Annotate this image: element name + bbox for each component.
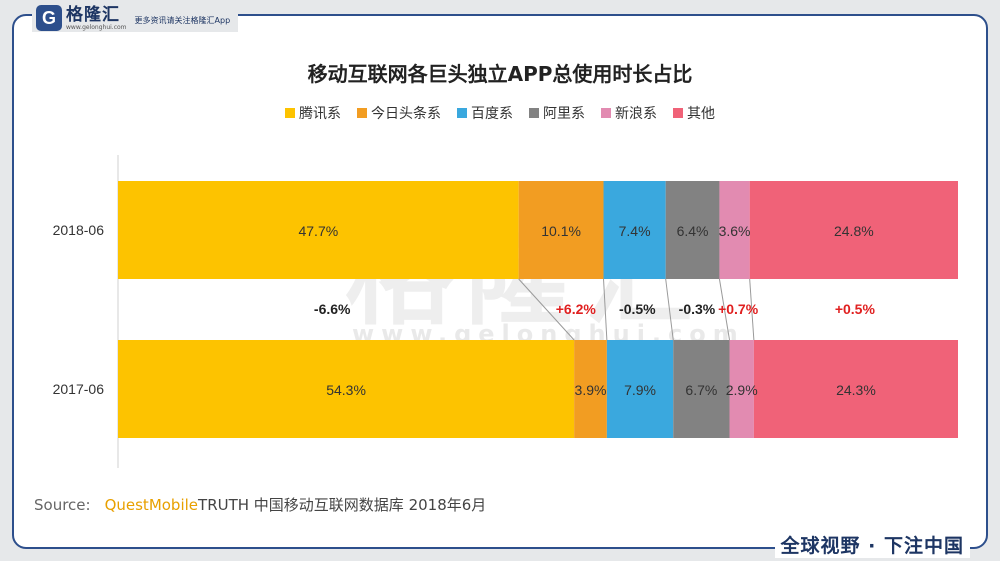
chart-legend: 腾讯系 今日头条系 百度系 阿里系 新浪系 其他 bbox=[0, 103, 1000, 123]
data-label: 3.6% bbox=[719, 223, 751, 239]
bar-segment bbox=[603, 181, 666, 279]
bar-segment bbox=[673, 340, 730, 438]
connector-line bbox=[603, 278, 608, 341]
change-label: +0.5% bbox=[835, 301, 876, 317]
change-label: +6.2% bbox=[556, 301, 597, 317]
change-label: -0.5% bbox=[619, 301, 656, 317]
bar-segment bbox=[118, 181, 519, 279]
footer-slogan: 全球视野 · 下注中国 bbox=[774, 531, 970, 558]
slide-frame bbox=[12, 14, 988, 549]
data-label: 7.9% bbox=[624, 382, 656, 398]
data-label: 24.8% bbox=[834, 223, 874, 239]
data-label: 24.3% bbox=[836, 382, 876, 398]
legend-label: 百度系 bbox=[471, 106, 513, 122]
legend-swatch bbox=[673, 108, 683, 118]
data-label: 47.7% bbox=[298, 223, 338, 239]
data-label: 7.4% bbox=[619, 223, 651, 239]
legend-label: 腾讯系 bbox=[299, 106, 341, 122]
legend-swatch bbox=[357, 108, 367, 118]
bar-segment bbox=[606, 340, 674, 438]
brand-slogan: 更多资讯请关注格隆汇App bbox=[134, 15, 231, 25]
change-label: -0.3% bbox=[679, 301, 716, 317]
legend-label: 其他 bbox=[687, 106, 715, 122]
legend-item: 百度系 bbox=[457, 103, 513, 123]
connector-line bbox=[518, 278, 575, 341]
change-label: -6.6% bbox=[314, 301, 351, 317]
data-label: 6.7% bbox=[685, 382, 717, 398]
data-label: 10.1% bbox=[541, 223, 581, 239]
connector-line bbox=[749, 278, 755, 341]
brand-header: G 格隆汇 www.gelonghui.com 更多资讯请关注格隆汇App bbox=[32, 4, 239, 32]
legend-swatch bbox=[601, 108, 611, 118]
legend-item: 其他 bbox=[673, 103, 715, 123]
legend-item: 腾讯系 bbox=[285, 103, 341, 123]
category-label: 2017-06 bbox=[53, 381, 105, 397]
legend-swatch bbox=[529, 108, 539, 118]
bar-segment bbox=[719, 181, 750, 279]
brand-name: 格隆汇 bbox=[66, 4, 120, 25]
source-note: Source: QuestMobile TRUTH 中国移动互联网数据库 201… bbox=[34, 494, 486, 515]
chart-title: 移动互联网各巨头独立APP总使用时长占比 bbox=[307, 62, 693, 86]
data-label: 2.9% bbox=[726, 382, 758, 398]
legend-label: 新浪系 bbox=[615, 106, 657, 122]
legend-item: 今日头条系 bbox=[357, 103, 441, 123]
brand-url: www.gelonghui.com bbox=[66, 23, 127, 31]
legend-swatch bbox=[457, 108, 467, 118]
source-detail: TRUTH 中国移动互联网数据库 2018年6月 bbox=[198, 496, 487, 514]
bar-segment bbox=[118, 340, 575, 438]
connector-line bbox=[665, 278, 674, 341]
bar-segment bbox=[749, 181, 958, 279]
connector-line bbox=[718, 278, 731, 341]
bar-segment bbox=[665, 181, 720, 279]
legend-swatch bbox=[285, 108, 295, 118]
legend-label: 阿里系 bbox=[543, 106, 585, 122]
source-label: Source: bbox=[34, 496, 91, 514]
source-brand: QuestMobile bbox=[104, 496, 199, 514]
bar-segment bbox=[729, 340, 754, 438]
data-label: 3.9% bbox=[575, 382, 607, 398]
bar-segment bbox=[518, 181, 604, 279]
legend-label: 今日头条系 bbox=[371, 106, 441, 122]
bar-segment bbox=[574, 340, 607, 438]
data-label: 54.3% bbox=[326, 382, 366, 398]
legend-item: 阿里系 bbox=[529, 103, 585, 123]
change-label: +0.7% bbox=[718, 301, 759, 317]
data-label: 6.4% bbox=[677, 223, 709, 239]
gelonghui-logo-icon: G bbox=[36, 5, 62, 31]
bar-segment bbox=[753, 340, 958, 438]
legend-item: 新浪系 bbox=[601, 103, 657, 123]
category-label: 2018-06 bbox=[53, 222, 105, 238]
